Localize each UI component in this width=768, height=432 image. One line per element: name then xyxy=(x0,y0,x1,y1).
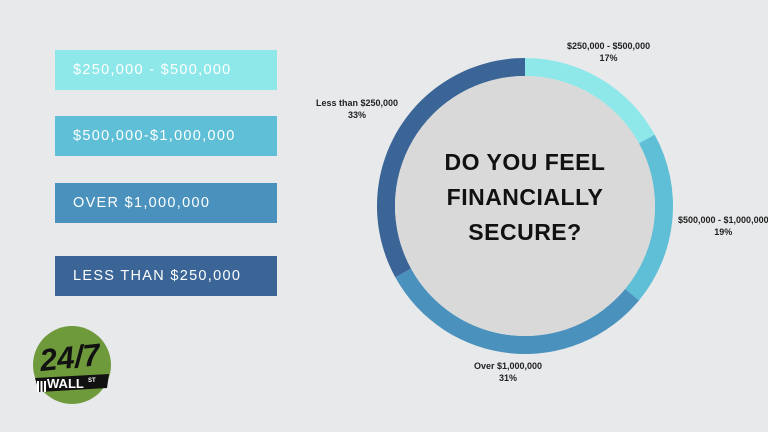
247-wall-st-logo: 24/7 WALL ST xyxy=(33,326,111,404)
slice-value: 19% xyxy=(714,227,733,237)
logo-st-text: ST xyxy=(88,378,96,384)
legend-item-less-250k: LESS THAN $250,000 xyxy=(55,256,277,296)
slice-name: Less than $250,000 xyxy=(316,98,399,108)
legend-item-over-1m: OVER $1,000,000 xyxy=(55,183,277,223)
slice-label-500k-1m: $500,000 - $1,000,000 19% xyxy=(678,214,768,238)
slice-label-over-1m: Over $1,000,000 31% xyxy=(474,360,542,384)
legend-label: $250,000 - $500,000 xyxy=(73,62,232,78)
legend-label: OVER $1,000,000 xyxy=(73,195,211,211)
donut-slice-1 xyxy=(625,134,673,301)
logo-247-text: 24/7 xyxy=(37,337,103,378)
donut-center xyxy=(395,76,655,336)
logo-wall-text: WALL xyxy=(47,376,84,391)
legend-item-250k-500k: $250,000 - $500,000 xyxy=(55,50,277,90)
slice-name: $250,000 - $500,000 xyxy=(567,41,651,51)
legend-label: LESS THAN $250,000 xyxy=(73,268,242,284)
donut-slice-3 xyxy=(377,58,525,278)
slice-value: 33% xyxy=(348,110,367,120)
slice-label-250k-500k: $250,000 - $500,000 17% xyxy=(567,40,650,64)
legend-label: $500,000-$1,000,000 xyxy=(73,128,236,144)
slice-value: 31% xyxy=(499,373,518,383)
chart-title: DO YOU FEEL FINANCIALLY SECURE? xyxy=(444,149,606,245)
legend-item-500k-1m: $500,000-$1,000,000 xyxy=(55,116,277,156)
slice-value: 17% xyxy=(599,53,618,63)
donut-slice-0 xyxy=(525,58,655,144)
slice-name: Over $1,000,000 xyxy=(474,361,543,371)
donut-slice-2 xyxy=(395,268,640,355)
slice-name: $500,000 - $1,000,000 xyxy=(678,215,768,225)
slice-label-less-250k: Less than $250,000 33% xyxy=(316,97,398,121)
